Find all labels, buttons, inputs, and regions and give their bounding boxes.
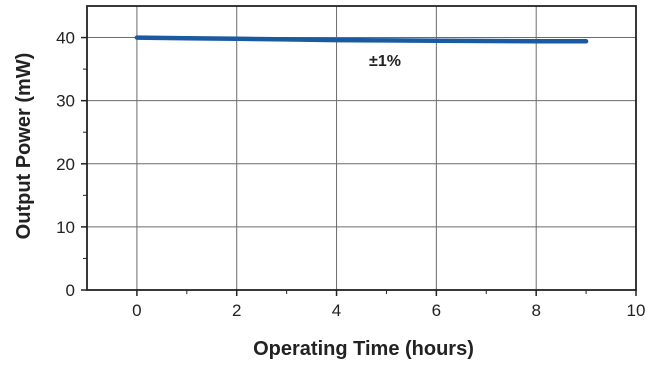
y-tick-label-20: 20: [56, 155, 75, 174]
y-tick-label-40: 40: [56, 29, 75, 48]
series-layer: [134, 35, 589, 44]
y-tick-label-30: 30: [56, 92, 75, 111]
series-line-0: [134, 35, 589, 44]
x-tick-label-4: 4: [332, 301, 341, 320]
x-axis-title: Operating Time (hours): [253, 338, 474, 360]
plot-frame: [86, 5, 637, 291]
grid-layer: [87, 6, 636, 290]
x-tick-label-2: 2: [232, 301, 241, 320]
label-layer: 0 2 4 6 8 10 0 10 20 30 40: [56, 29, 645, 320]
y-tick-label-10: 10: [56, 218, 75, 237]
y-axis-title: Output Power (mW): [13, 53, 35, 240]
annotation-label: ±1%: [369, 53, 401, 70]
x-tick-label-8: 8: [531, 301, 540, 320]
tick-layer: [81, 36, 637, 296]
x-tick-label-0: 0: [132, 301, 141, 320]
x-tick-label-6: 6: [432, 301, 441, 320]
x-tick-label-10: 10: [627, 301, 646, 320]
y-tick-label-0: 0: [66, 281, 75, 300]
